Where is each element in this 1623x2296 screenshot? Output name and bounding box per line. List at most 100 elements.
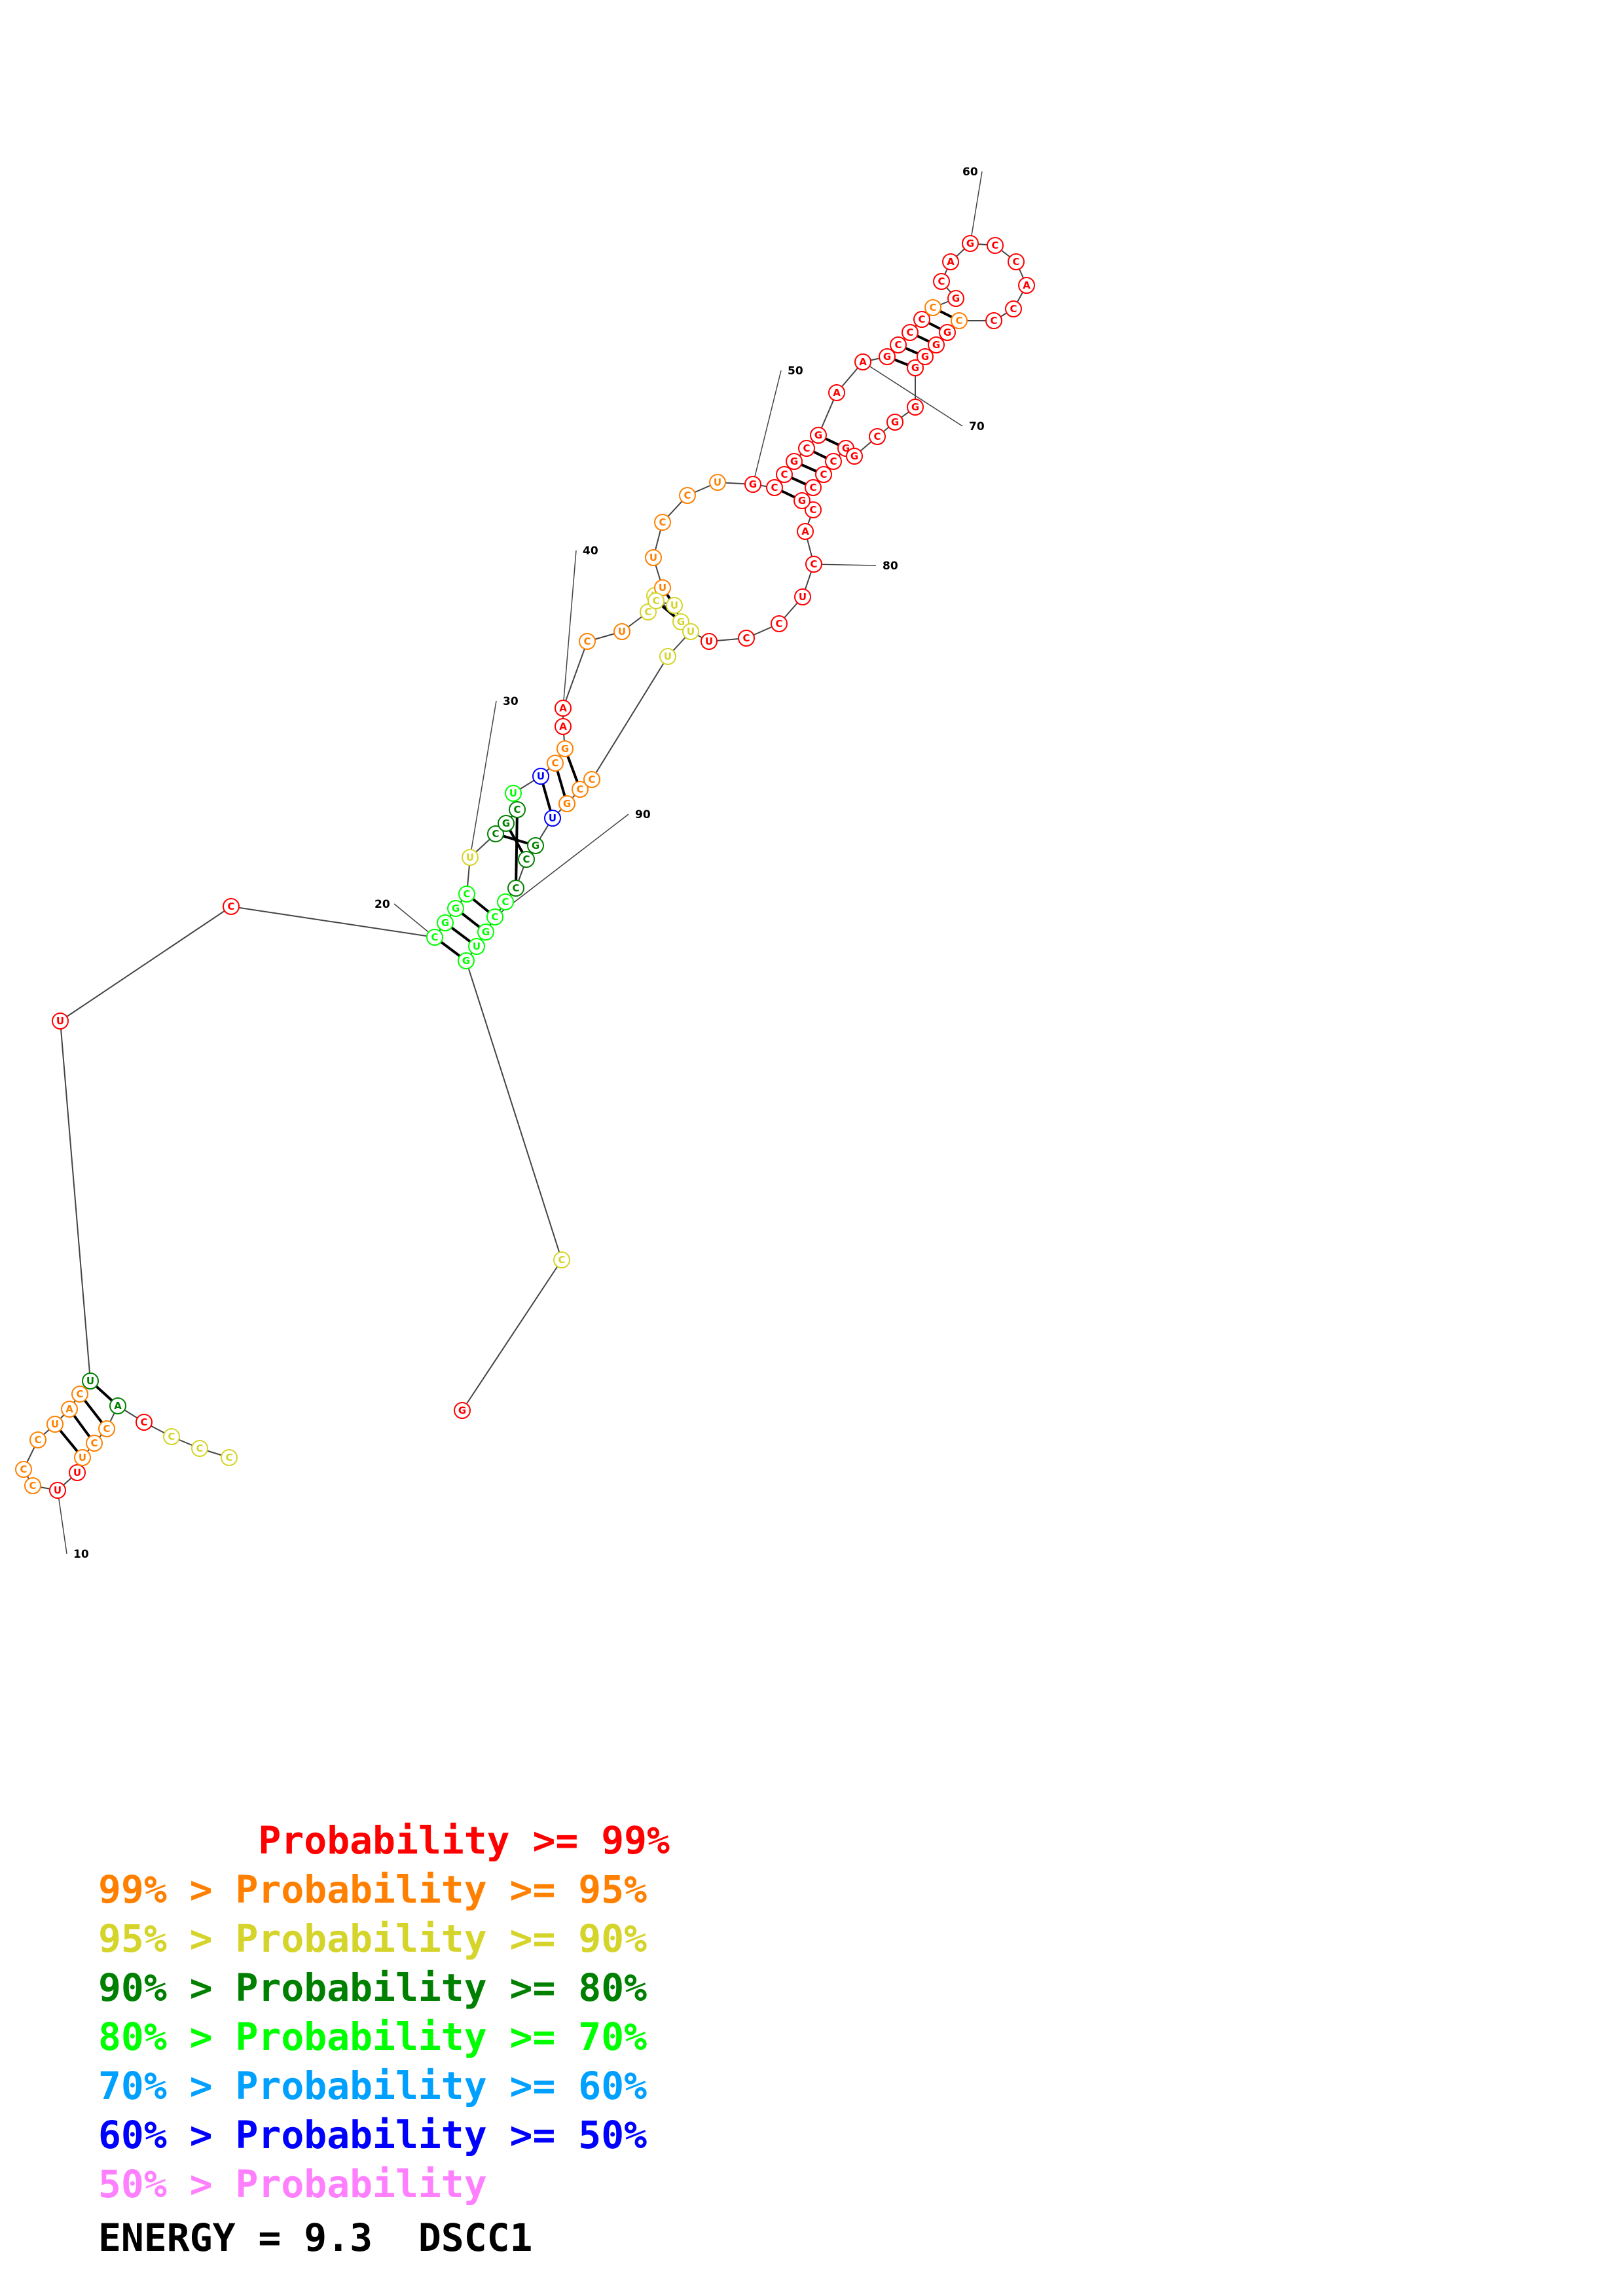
nucleotide-circle [24, 1477, 41, 1494]
nucleotide-letter: G [850, 450, 858, 462]
nucleotide-letter: U [537, 770, 545, 782]
nucleotide-letter: A [114, 1400, 122, 1412]
base-pair [515, 809, 519, 889]
nucleotide-letter: U [79, 1452, 86, 1463]
nucleotide: A [61, 1401, 78, 1418]
nucleotide-letter: C [803, 442, 810, 454]
nucleotide: A [942, 253, 959, 270]
nucleotide-letter: G [911, 362, 919, 374]
nucleotide-letter: C [873, 431, 881, 442]
nucleotide: U [645, 549, 662, 566]
position-tick [813, 564, 877, 566]
nucleotide-circle [810, 427, 827, 444]
nucleotide-letter: C [522, 853, 530, 865]
nucleotide: C [951, 312, 968, 329]
nucleotide-circle [462, 849, 479, 866]
position-tick [494, 814, 629, 918]
nucleotide-circle [507, 880, 524, 897]
nucleotide-letter: C [938, 276, 945, 287]
nucleotide: C [507, 880, 524, 897]
nucleotide-circle [1018, 277, 1035, 294]
nucleotide-circle [744, 476, 761, 493]
nucleotide-letter: C [501, 896, 509, 908]
nucleotide-letter: G [749, 478, 757, 490]
nucleotide: U [82, 1372, 99, 1390]
nucleotide-letter: U [649, 552, 657, 564]
nucleotide: G [498, 815, 515, 832]
nucleotide: U [666, 597, 683, 614]
nucleotide-circle [86, 1435, 103, 1452]
nucleotide-letter: C [810, 558, 817, 570]
nucleotide: G [886, 414, 903, 431]
nucleotide-circle [498, 815, 515, 832]
nucleotide-letter: U [714, 476, 721, 488]
legend-line-plow: 50% > Probability [98, 2162, 487, 2206]
nucleotide-circle [553, 1251, 570, 1268]
backbone-segment [60, 906, 232, 1022]
nucleotide: U [532, 768, 549, 785]
nucleotide: G [846, 448, 863, 465]
nucleotide-circle [458, 952, 475, 969]
energy-label: ENERGY = 9.3 DSCC1 [98, 2215, 533, 2260]
nucleotide-circle [805, 556, 822, 573]
nucleotide-circle [532, 768, 549, 785]
nucleotide-letter: C [76, 1388, 83, 1400]
nucleotide-circle [907, 359, 924, 376]
nucleotide-circle [805, 479, 822, 496]
backbone-segment [230, 906, 435, 938]
nucleotide-circle [962, 235, 979, 252]
nucleotide-circle [933, 273, 950, 290]
position-label: 10 [73, 1548, 89, 1561]
nucleotide-letter: C [463, 888, 470, 900]
nucleotide-circle [136, 1414, 153, 1431]
nucleotide-circle [477, 924, 494, 941]
nucleotide-letter: C [652, 595, 659, 607]
nucleotide-circle [82, 1372, 99, 1390]
nucleotide-letter: G [943, 327, 951, 338]
nucleotide-circle [221, 1449, 238, 1466]
nucleotide-circle [647, 592, 665, 609]
nucleotide: A [797, 523, 814, 540]
nucleotide: G [917, 348, 934, 365]
nucleotide-letter: C [168, 1431, 175, 1443]
nucleotide: C [426, 929, 443, 946]
nucleotide: G [672, 613, 689, 630]
nucleotide-letter: A [859, 356, 867, 368]
nucleotide-letter: C [991, 240, 998, 251]
position-label: 20 [374, 898, 390, 911]
nucleotide: C [924, 299, 941, 316]
nucleotide-circle [486, 908, 503, 925]
nucleotide-circle [98, 1420, 115, 1437]
nucleotide-letter: C [491, 911, 498, 923]
nucleotide-circle [654, 514, 671, 531]
nucleotide-letter: U [664, 651, 672, 662]
nucleotide-letter: G [563, 798, 571, 810]
nucleotide-circle [454, 1402, 471, 1419]
nucleotide-letter: C [227, 901, 234, 912]
position-tick [57, 1490, 67, 1554]
nucleotide-letter: C [894, 339, 902, 351]
nucleotide: C [509, 801, 526, 818]
nucleotide-circle [947, 290, 964, 307]
nucleotide-circle [928, 336, 945, 353]
nucleotide-circle [786, 453, 803, 470]
nucleotide-circle [793, 492, 811, 509]
nucleotide: C [738, 630, 755, 647]
nucleotide-letter: C [809, 504, 816, 516]
nucleotide: G [447, 900, 464, 917]
nucleotide: C [191, 1440, 208, 1457]
nucleotide-circle [497, 893, 514, 910]
nucleotide-letter: U [799, 591, 807, 603]
nucleotide-letter: C [196, 1443, 203, 1454]
nucleotide: G [907, 399, 924, 416]
position-label: 30 [503, 695, 519, 708]
position-tick [562, 550, 577, 709]
nucleotide: C [71, 1386, 88, 1403]
nucleotide: C [583, 771, 600, 788]
nucleotide: C [776, 466, 793, 483]
nucleotide-circle [544, 810, 561, 827]
nucleotide-circle [854, 353, 871, 370]
nucleotide-letter: C [90, 1437, 98, 1449]
nucleotide: C [902, 324, 919, 341]
nucleotide-letter: C [225, 1452, 232, 1463]
